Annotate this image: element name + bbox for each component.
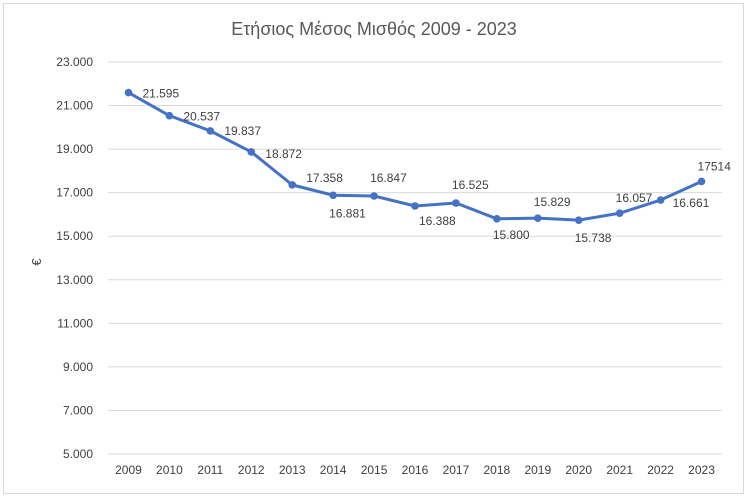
data-labels: 21.595 20.537 19.837 18.872 17.358 16.881 16.8… — [142, 87, 731, 246]
data-label: 16.881 — [329, 206, 366, 220]
y-tick-label: 21.000 — [56, 99, 93, 113]
x-tick-label: 2016 — [402, 463, 429, 477]
x-tick-label: 2012 — [238, 463, 265, 477]
y-tick-label: 5.000 — [63, 447, 93, 461]
data-label: 16.847 — [370, 171, 407, 185]
data-label: 19.837 — [224, 124, 261, 138]
data-point — [124, 88, 133, 97]
x-tick-label: 2023 — [688, 463, 715, 477]
x-tick-label: 2011 — [197, 463, 223, 477]
data-label: 16.661 — [673, 196, 710, 210]
data-point — [411, 202, 419, 210]
x-tick-label: 2015 — [361, 463, 388, 477]
data-label: 16.057 — [616, 191, 653, 205]
data-point — [452, 199, 460, 207]
y-tick-label: 23.000 — [56, 55, 93, 69]
data-point — [656, 196, 665, 204]
data-point — [534, 214, 542, 222]
chart-area — [3, 3, 744, 494]
y-tick-label: 19.000 — [56, 142, 93, 156]
x-tick-label: 2017 — [443, 463, 470, 477]
x-tick-label: 2018 — [484, 463, 511, 477]
data-point — [329, 191, 337, 200]
y-tick-label: 17.000 — [56, 186, 93, 200]
data-label: 17514 — [698, 159, 732, 173]
data-label: 15.738 — [575, 231, 612, 245]
data-label: 21.595 — [142, 87, 179, 101]
chart-title: Ετήσιος Μέσος Μισθός 2009 - 2023 — [231, 19, 517, 39]
series-group — [124, 88, 706, 224]
data-label: 18.872 — [265, 147, 302, 161]
x-tick-label: 2020 — [565, 463, 592, 477]
x-tick-label: 2013 — [279, 463, 306, 477]
data-label: 15.800 — [493, 228, 530, 242]
x-tick-label: 2010 — [156, 463, 183, 477]
x-tick-label: 2019 — [524, 463, 551, 477]
data-point — [574, 216, 583, 224]
data-point — [697, 177, 706, 186]
data-label: 20.537 — [183, 110, 220, 124]
data-point — [370, 192, 378, 200]
x-tick-label: 2021 — [606, 463, 633, 477]
data-label: 17.358 — [306, 171, 343, 185]
data-label: 16.525 — [452, 178, 489, 192]
data-point — [206, 127, 215, 135]
y-axis-label: € — [29, 258, 44, 266]
data-point — [247, 148, 256, 156]
data-point — [165, 111, 174, 120]
gridlines — [108, 61, 722, 455]
x-tick-label: 2009 — [115, 463, 142, 477]
x-tick-label: 2022 — [647, 463, 674, 477]
data-point — [615, 209, 624, 218]
data-label: 15.829 — [534, 195, 571, 209]
y-tick-label: 15.000 — [56, 229, 93, 243]
data-label: 16.388 — [419, 214, 456, 228]
y-axis-ticks: 5.000 7.000 9.000 11.000 13.000 15.000 17.000 1… — [56, 55, 93, 461]
y-tick-label: 13.000 — [56, 273, 93, 287]
y-tick-label: 7.000 — [63, 403, 93, 417]
y-tick-label: 11.000 — [57, 316, 93, 330]
y-tick-label: 9.000 — [63, 360, 93, 374]
data-point — [493, 215, 501, 223]
x-tick-label: 2014 — [320, 463, 347, 477]
x-axis-ticks: 2009 2010 2011 2012 2013 2014 2015 2016 2017 2018… — [115, 463, 715, 477]
data-point — [288, 181, 297, 189]
